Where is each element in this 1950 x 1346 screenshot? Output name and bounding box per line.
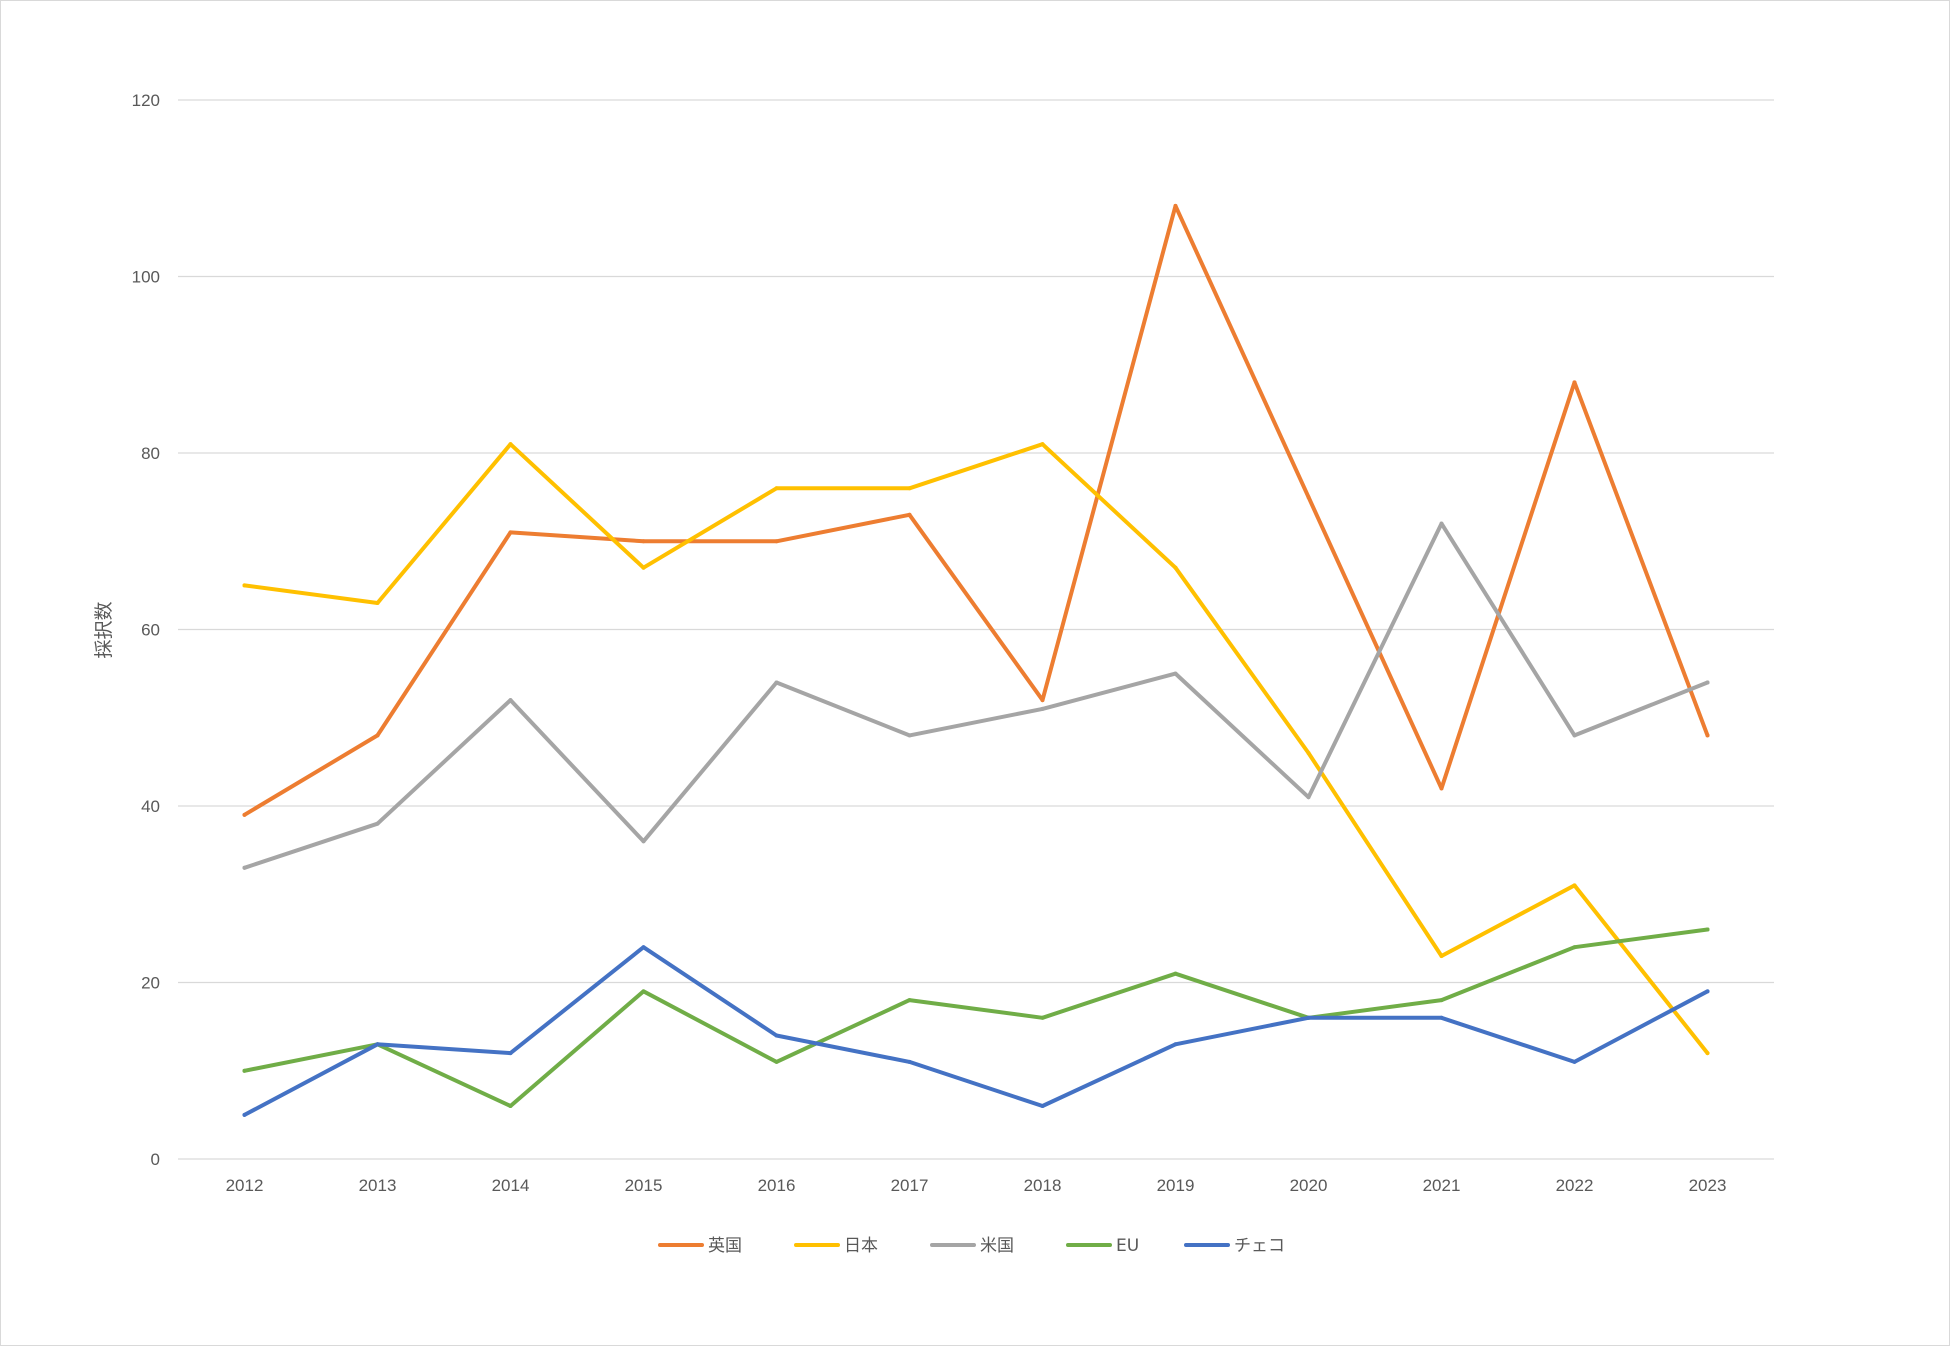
data-point bbox=[907, 486, 912, 491]
x-tick-label: 2017 bbox=[891, 1176, 929, 1195]
data-point bbox=[1040, 706, 1045, 711]
data-point bbox=[375, 821, 380, 826]
x-axis-tick-labels: 2012 2013 2014 2015 2016 2017 2018 2019 2020 2021… bbox=[226, 1176, 1727, 1195]
legend-label: EU bbox=[1116, 1236, 1139, 1256]
x-tick-label: 2020 bbox=[1290, 1176, 1328, 1195]
y-axis-title: 採択数 bbox=[93, 601, 115, 658]
data-point bbox=[907, 998, 912, 1003]
data-point bbox=[774, 1059, 779, 1064]
y-tick-label: 80 bbox=[141, 444, 160, 463]
data-point bbox=[242, 583, 247, 588]
y-tick-label: 100 bbox=[132, 268, 160, 287]
data-point bbox=[1439, 998, 1444, 1003]
data-point bbox=[242, 865, 247, 870]
data-point bbox=[375, 601, 380, 606]
data-point bbox=[1572, 380, 1577, 385]
data-point bbox=[907, 733, 912, 738]
data-point bbox=[242, 812, 247, 817]
legend: 英国 日本 米国 EU チェコ bbox=[658, 1236, 1285, 1256]
data-point bbox=[1306, 495, 1311, 500]
data-point bbox=[774, 486, 779, 491]
x-tick-label: 2014 bbox=[492, 1176, 530, 1195]
data-point bbox=[774, 539, 779, 544]
series-line-3 bbox=[242, 927, 1710, 1108]
x-tick-label: 2013 bbox=[359, 1176, 397, 1195]
data-point bbox=[1705, 1051, 1710, 1056]
data-point bbox=[641, 565, 646, 570]
data-point bbox=[508, 698, 513, 703]
x-tick-label: 2018 bbox=[1024, 1176, 1062, 1195]
data-point bbox=[1306, 1015, 1311, 1020]
data-point bbox=[508, 530, 513, 535]
legend-label: 英国 bbox=[708, 1236, 742, 1256]
data-point bbox=[242, 1112, 247, 1117]
data-point bbox=[1572, 1059, 1577, 1064]
data-point bbox=[1705, 733, 1710, 738]
x-tick-label: 2019 bbox=[1157, 1176, 1195, 1195]
data-point bbox=[1439, 1015, 1444, 1020]
data-point bbox=[242, 1068, 247, 1073]
data-point bbox=[641, 539, 646, 544]
data-point bbox=[1572, 945, 1577, 950]
y-axis-tick-labels: 0 20 40 60 80 100 120 bbox=[132, 91, 160, 1169]
data-point bbox=[1040, 698, 1045, 703]
x-tick-label: 2012 bbox=[226, 1176, 264, 1195]
series-line-4 bbox=[242, 945, 1710, 1117]
data-point bbox=[1173, 565, 1178, 570]
data-point bbox=[1306, 751, 1311, 756]
data-point bbox=[375, 1042, 380, 1047]
y-tick-label: 40 bbox=[141, 797, 160, 816]
x-tick-label: 2021 bbox=[1423, 1176, 1461, 1195]
data-point bbox=[641, 989, 646, 994]
data-point bbox=[1040, 1104, 1045, 1109]
y-tick-label: 0 bbox=[151, 1150, 160, 1169]
data-point bbox=[1173, 671, 1178, 676]
x-tick-label: 2022 bbox=[1556, 1176, 1594, 1195]
series-line-1 bbox=[242, 442, 1710, 1056]
data-point bbox=[1040, 442, 1045, 447]
data-point bbox=[641, 945, 646, 950]
data-point bbox=[774, 680, 779, 685]
gridlines bbox=[178, 99, 1774, 1160]
data-point bbox=[1439, 521, 1444, 526]
data-point bbox=[1705, 989, 1710, 994]
data-point bbox=[1173, 203, 1178, 208]
y-tick-label: 20 bbox=[141, 974, 160, 993]
data-point bbox=[508, 442, 513, 447]
series-line-0 bbox=[242, 203, 1710, 817]
data-point bbox=[1439, 954, 1444, 959]
data-point bbox=[641, 839, 646, 844]
data-point bbox=[774, 1033, 779, 1038]
y-tick-label: 120 bbox=[132, 91, 160, 110]
x-tick-label: 2015 bbox=[625, 1176, 663, 1195]
data-point bbox=[508, 1104, 513, 1109]
legend-label: チェコ bbox=[1234, 1236, 1285, 1256]
data-point bbox=[375, 733, 380, 738]
y-tick-label: 60 bbox=[141, 621, 160, 640]
data-point bbox=[1705, 927, 1710, 932]
data-point bbox=[1306, 795, 1311, 800]
data-point bbox=[907, 512, 912, 517]
data-point bbox=[1173, 1042, 1178, 1047]
data-point bbox=[1572, 733, 1577, 738]
data-point bbox=[508, 1051, 513, 1056]
data-point bbox=[1040, 1015, 1045, 1020]
series-lines bbox=[242, 203, 1710, 1117]
x-tick-label: 2016 bbox=[758, 1176, 796, 1195]
legend-label: 日本 bbox=[844, 1236, 878, 1256]
data-point bbox=[1572, 883, 1577, 888]
legend-label: 米国 bbox=[980, 1236, 1014, 1256]
data-point bbox=[907, 1059, 912, 1064]
x-tick-label: 2023 bbox=[1689, 1176, 1727, 1195]
series-line-2 bbox=[242, 521, 1710, 870]
data-point bbox=[1439, 786, 1444, 791]
data-point bbox=[1705, 680, 1710, 685]
data-point bbox=[1173, 971, 1178, 976]
